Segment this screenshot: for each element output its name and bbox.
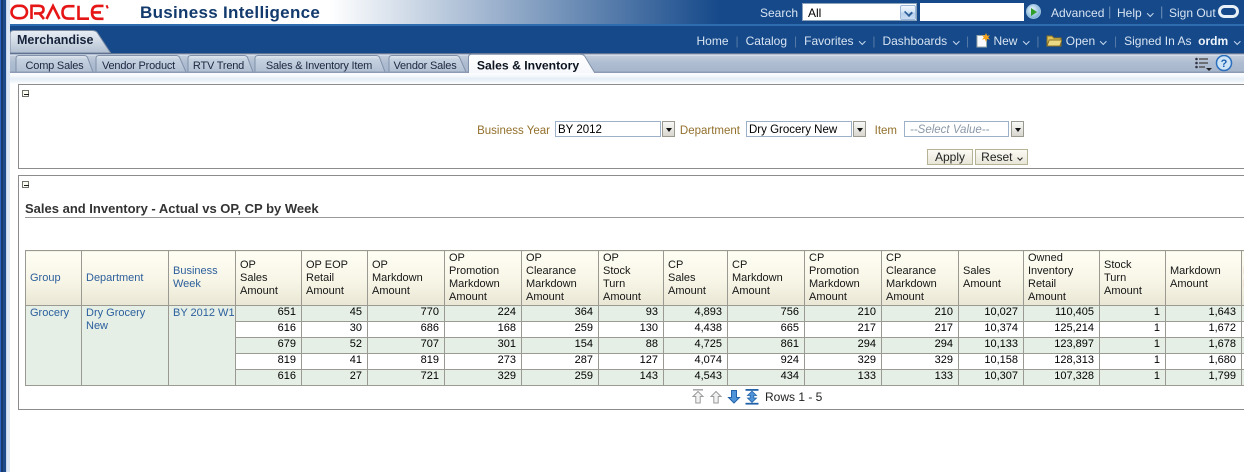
- svg-text:?: ?: [1221, 58, 1228, 70]
- svg-text:Sales & Inventory: Sales & Inventory: [477, 59, 580, 73]
- svg-text:Vendor Sales: Vendor Sales: [393, 60, 457, 72]
- svg-text:Vendor Product: Vendor Product: [102, 60, 175, 72]
- svg-text:Sales & Inventory Item: Sales & Inventory Item: [266, 60, 372, 72]
- svg-text:Comp Sales: Comp Sales: [26, 60, 85, 72]
- svg-text:RTV Trend: RTV Trend: [193, 60, 244, 72]
